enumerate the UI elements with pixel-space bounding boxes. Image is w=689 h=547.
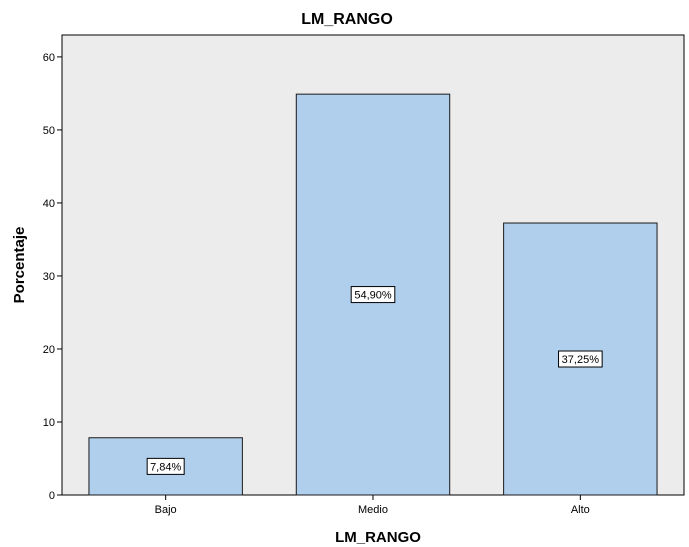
data-label-box	[146, 457, 185, 475]
x-tick-label: Alto	[571, 504, 590, 516]
chart-title: LM_RANGO	[301, 11, 393, 28]
data-label: 37,25%	[562, 354, 600, 366]
y-tick-label: 40	[43, 198, 55, 210]
y-axis: 0 10 20 30 40 50 60	[43, 52, 62, 502]
y-tick-label: 0	[49, 490, 55, 502]
x-tick-label: Medio	[358, 504, 388, 516]
data-label-box	[558, 350, 603, 368]
x-axis: Bajo Medio Alto	[155, 495, 590, 516]
y-tick-label: 30	[43, 271, 55, 283]
x-tick-label: Bajo	[155, 504, 177, 516]
data-label-box	[350, 286, 396, 304]
y-tick-label: 10	[43, 417, 55, 429]
data-label: 7,84%	[150, 461, 181, 473]
data-label: 54,90%	[354, 290, 392, 302]
y-tick-label: 60	[43, 52, 55, 64]
x-axis-label: LM_RANGO	[335, 529, 421, 546]
y-axis-label: Porcentaje	[11, 227, 28, 304]
bars: 7,84% 54,90% 37,25%	[88, 93, 658, 496]
y-tick-label: 20	[43, 344, 55, 356]
y-tick-label: 50	[43, 125, 55, 137]
